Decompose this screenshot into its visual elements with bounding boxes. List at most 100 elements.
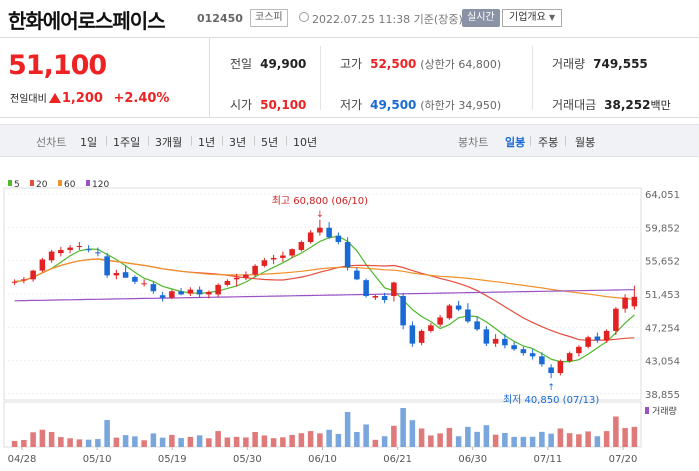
stat-prev-close: 전일 49,900	[230, 55, 306, 72]
candle-body	[539, 356, 545, 365]
company-overview-dropdown[interactable]: 기업개요 ▼	[502, 9, 563, 27]
tab-5y[interactable]: 5년	[261, 136, 279, 149]
candle-body	[187, 289, 194, 294]
volume-bar	[548, 433, 554, 447]
volume-bar	[252, 431, 258, 447]
candle-body	[122, 272, 129, 278]
stat-value: 49,900	[260, 57, 307, 71]
clock-icon	[299, 12, 309, 22]
stock-header: 한화에어로스페이스 012450 코스피 2022.07.25 11:38 기준…	[0, 0, 699, 38]
x-tick-label: 06/10	[308, 454, 337, 465]
candle-body	[326, 227, 332, 238]
candle-body	[215, 284, 221, 295]
volume-bar	[169, 434, 175, 447]
volume-bar	[539, 431, 545, 447]
x-tick-label: 05/30	[233, 454, 262, 465]
legend-swatch	[86, 180, 90, 186]
stat-open: 시가 50,100	[230, 96, 306, 113]
volume-bar	[400, 408, 406, 447]
tab-1d[interactable]: 1일	[80, 136, 98, 149]
candle-body	[76, 246, 83, 248]
tab-3m[interactable]: 3개월	[155, 136, 183, 149]
volume-bar	[95, 439, 101, 447]
y-tick-label: 38,855	[645, 390, 680, 401]
candle-body	[85, 249, 92, 251]
volume-bar	[455, 436, 462, 447]
volume-legend-label: 거래량	[652, 405, 677, 417]
volume-bar	[520, 436, 527, 447]
volume-bar	[428, 435, 434, 447]
x-tick-label: 05/10	[83, 454, 112, 465]
candle-body	[529, 353, 536, 357]
tab-weekly[interactable]: 주봉	[538, 136, 559, 149]
tab-10y[interactable]: 10년	[293, 136, 318, 149]
candle-body	[169, 291, 175, 298]
chart-tabbar: 선차트 1일 1주일 3개월 1년 3년 5년 10년 봉차트 일봉 주봉 월봉	[0, 124, 699, 157]
candle-body	[196, 289, 203, 295]
stat-label: 시가	[230, 98, 253, 112]
tab-1w[interactable]: 1주일	[113, 136, 141, 149]
volume-bar	[67, 438, 73, 447]
volume-bar	[483, 425, 490, 447]
candle-body	[67, 247, 73, 250]
tab-daily[interactable]: 일봉	[505, 136, 526, 149]
candle-body	[492, 338, 499, 344]
candle-body	[344, 242, 351, 268]
tab-1y[interactable]: 1년	[198, 136, 216, 149]
legend-label: 60	[64, 180, 76, 190]
stat-high: 고가 52,500 (상한가 64,800)	[340, 55, 501, 72]
stat-volume: 거래량 749,555	[552, 55, 648, 72]
tab-monthly[interactable]: 월봉	[575, 136, 596, 149]
volume-bar	[113, 437, 120, 447]
change-amount: 1,200	[61, 91, 103, 106]
divider	[320, 46, 321, 110]
realtime-button[interactable]: 실시간	[462, 9, 500, 27]
change-label: 전일대비	[10, 94, 47, 105]
stat-trade-value: 거래대금 38,252백만	[552, 96, 671, 113]
legend-label: 20	[36, 180, 48, 190]
volume-bar	[354, 431, 360, 447]
stat-label: 거래대금	[552, 98, 597, 112]
candle-body	[585, 337, 591, 347]
volume-bar	[335, 433, 342, 447]
change-percent: +2.40%	[113, 91, 170, 106]
volume-bar	[613, 416, 619, 447]
line-chart-title: 선차트	[36, 136, 67, 149]
candle-body	[224, 280, 231, 285]
candlestick-chart[interactable]: 5 20 60 120 64,051 59,852 55,652 51,453 47,254 43…	[0, 170, 699, 471]
volume-bar	[603, 431, 610, 447]
volume-bar	[233, 436, 240, 447]
stat-value: 38,252	[604, 98, 651, 112]
x-tick-label: 07/11	[533, 454, 562, 465]
candle-body	[446, 305, 453, 319]
upper-limit: (상한가 64,800)	[420, 58, 502, 71]
candle-body	[400, 296, 406, 326]
volume-bar	[622, 428, 628, 447]
volume-bar	[298, 433, 305, 447]
x-tick-label: 06/21	[383, 454, 412, 465]
candle-body	[280, 255, 286, 258]
candle-body	[317, 227, 323, 233]
candle-body	[252, 265, 258, 275]
volume-bar	[243, 437, 249, 447]
tab-separator	[286, 136, 287, 146]
volume-bar	[344, 412, 351, 447]
volume-bar	[261, 435, 268, 447]
stock-code: 012450	[197, 12, 243, 25]
tab-separator	[191, 136, 192, 146]
candle-body	[289, 249, 295, 256]
volume-bar	[409, 420, 416, 447]
legend-label: 120	[92, 180, 109, 190]
y-tick-label: 51,453	[645, 290, 680, 301]
volume-bar	[11, 440, 18, 447]
candle-body	[428, 325, 434, 331]
candle-body	[603, 330, 610, 341]
arrow-down-icon: ↓	[316, 210, 324, 220]
candle-body	[178, 291, 184, 295]
candle-body	[622, 297, 628, 309]
up-arrow-icon	[48, 93, 61, 103]
volume-legend-swatch	[645, 407, 649, 414]
stat-label: 고가	[340, 57, 363, 71]
y-tick-label: 47,254	[645, 323, 680, 334]
tab-3y[interactable]: 3년	[229, 136, 247, 149]
